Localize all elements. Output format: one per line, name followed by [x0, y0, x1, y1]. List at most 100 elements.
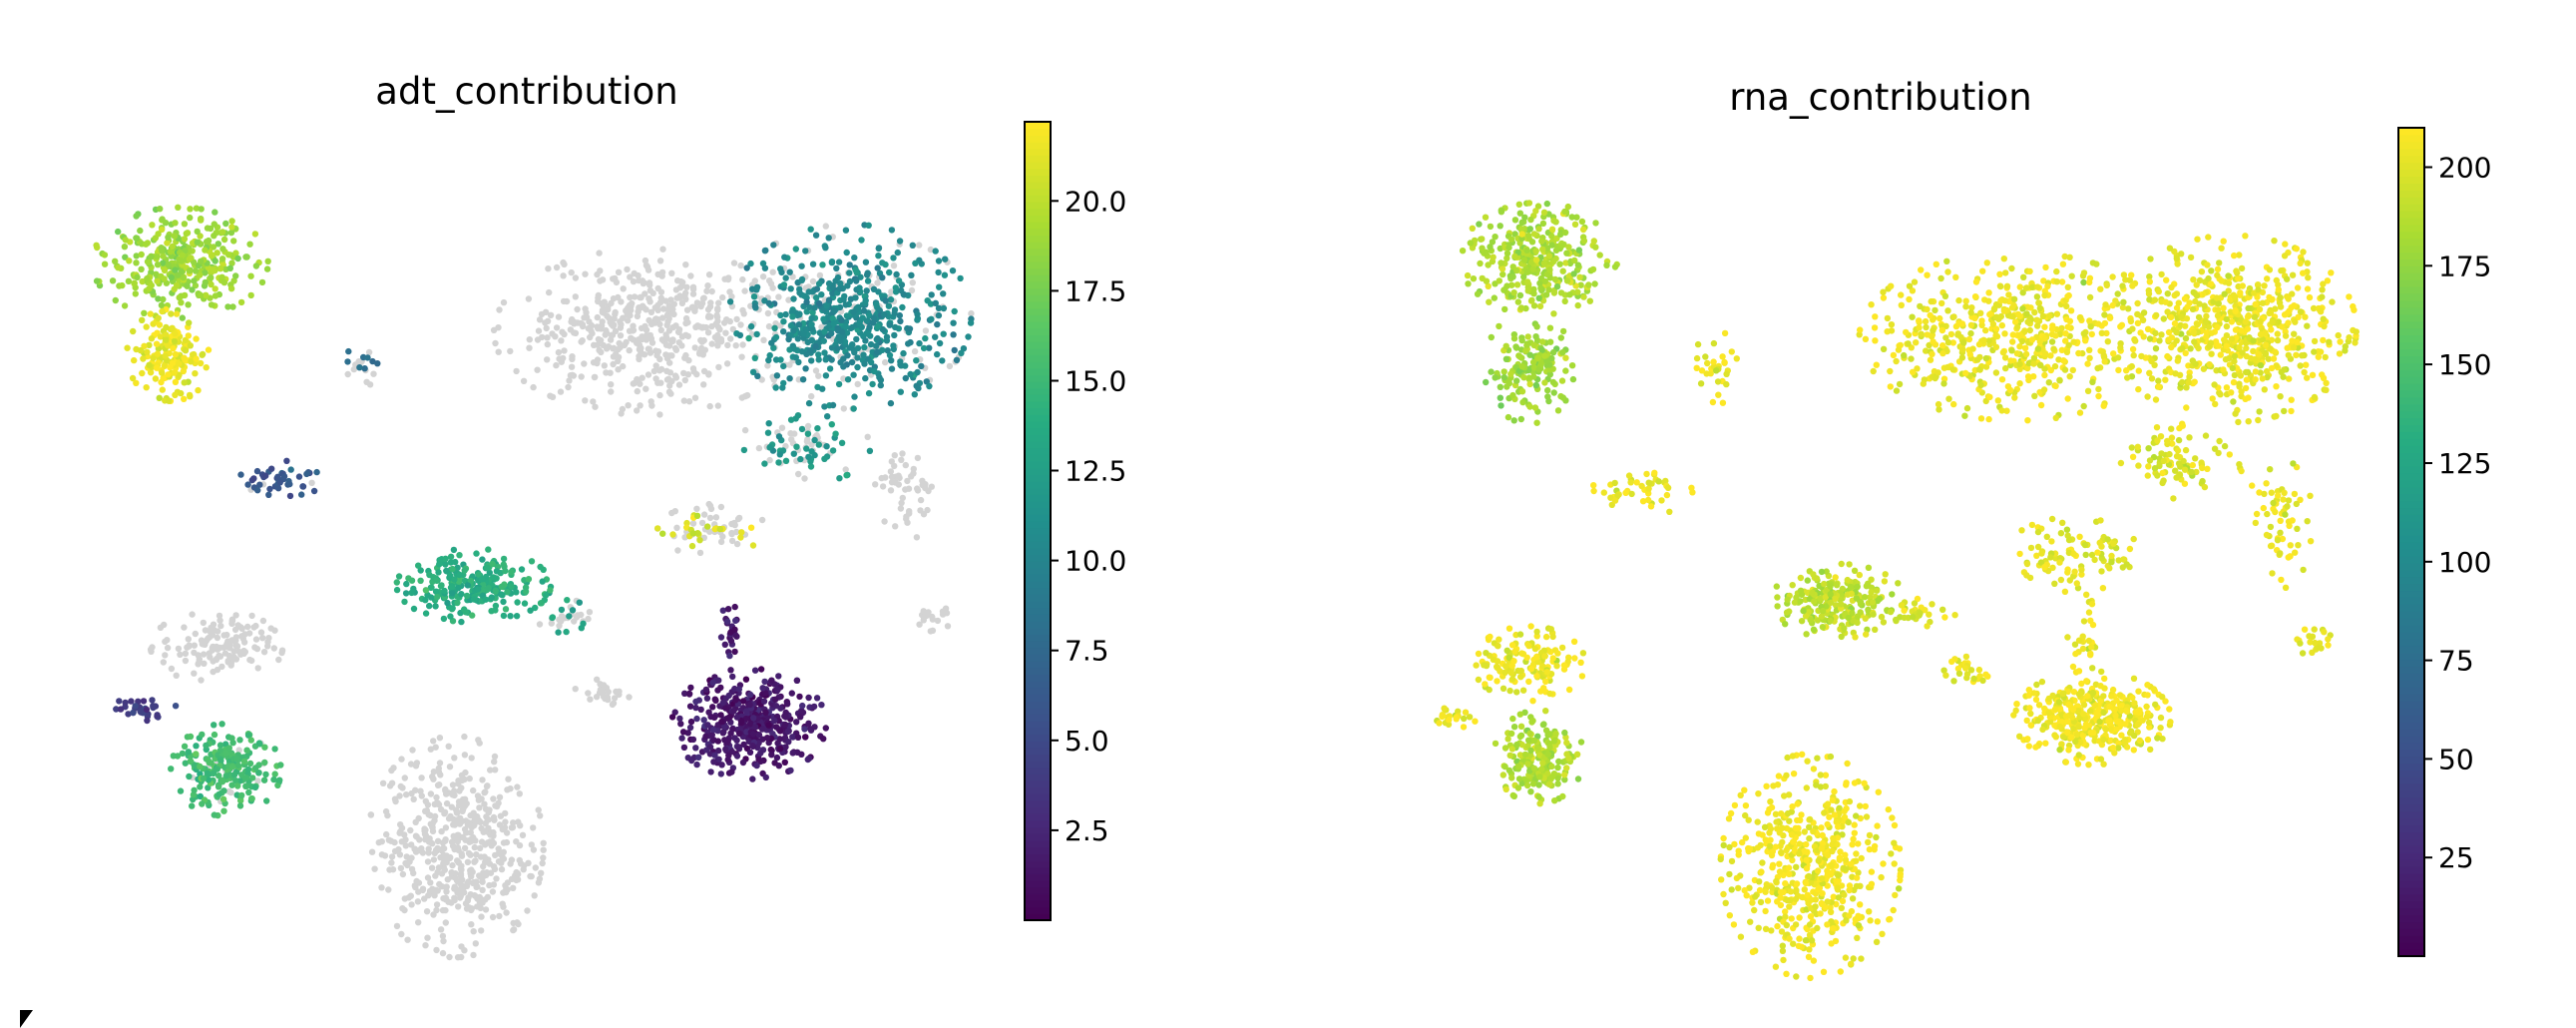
scatter-point — [243, 254, 250, 260]
scatter-point — [657, 326, 664, 333]
scatter-point — [1586, 297, 1594, 304]
scatter-point — [2046, 312, 2053, 319]
scatter-point — [2187, 345, 2194, 352]
scatter-point — [790, 295, 797, 302]
scatter-point — [2109, 273, 2116, 280]
colorbar-segment — [1025, 860, 1051, 868]
scatter-point — [261, 759, 268, 767]
colorbar-segment — [1025, 215, 1051, 223]
scatter-point — [215, 790, 222, 798]
scatter-point — [424, 874, 432, 881]
scatter-point — [656, 411, 663, 418]
scatter-point — [267, 625, 274, 632]
scatter-point — [1496, 277, 1503, 284]
scatter-point — [708, 340, 715, 347]
scatter-point — [2086, 346, 2093, 353]
scatter-point — [710, 714, 718, 721]
scatter-point — [424, 858, 432, 865]
scatter-point — [242, 774, 250, 781]
scatter-point — [514, 919, 521, 926]
scatter-point — [621, 341, 629, 349]
colorbar-segment — [1025, 461, 1051, 469]
scatter-point — [949, 267, 957, 274]
scatter-point — [1580, 293, 1587, 300]
scatter-point — [443, 567, 450, 575]
scatter-point — [403, 853, 410, 860]
scatter-point — [1503, 355, 1510, 362]
scatter-point — [1559, 242, 1566, 249]
scatter-point — [210, 267, 216, 274]
scatter-point — [555, 348, 563, 356]
scatter-point — [2041, 291, 2048, 299]
scatter-point — [505, 775, 512, 782]
colorbar-segment — [1025, 394, 1051, 402]
scatter-point — [399, 870, 407, 878]
scatter-point — [620, 362, 627, 370]
scatter-point — [248, 612, 255, 620]
scatter-point — [159, 386, 166, 393]
scatter-point — [187, 206, 194, 213]
scatter-point — [191, 277, 198, 284]
colorbar-segment — [1025, 307, 1051, 315]
scatter-point — [850, 405, 857, 412]
scatter-point — [398, 838, 405, 845]
scatter-point — [277, 762, 284, 769]
scatter-point — [786, 268, 793, 275]
scatter-point — [932, 333, 939, 340]
scatter-point — [777, 356, 784, 363]
scatter-point — [427, 790, 435, 797]
scatter-point — [879, 483, 887, 490]
scatter-point — [692, 698, 699, 706]
scatter-point — [433, 906, 440, 914]
scatter-point — [495, 348, 502, 355]
scatter-point — [693, 715, 700, 723]
scatter-point — [439, 932, 447, 940]
scatter-point — [259, 635, 266, 642]
scatter-point — [401, 774, 408, 781]
scatter-point — [595, 325, 602, 332]
scatter-point — [1541, 379, 1548, 386]
scatter-point — [1647, 503, 1655, 510]
scatter-point — [1540, 259, 1548, 267]
scatter-point — [1950, 313, 1957, 320]
colorbar-segment — [1025, 541, 1051, 549]
scatter-point — [681, 690, 688, 697]
scatter-point — [1909, 313, 1916, 320]
scatter-point — [1614, 492, 1621, 499]
scatter-point — [244, 732, 252, 739]
colorbar-segment — [1025, 142, 1051, 150]
scatter-point — [2086, 278, 2093, 286]
colorbar-segment — [1025, 561, 1051, 569]
scatter-point — [671, 508, 678, 515]
colorbar-segment — [1025, 294, 1051, 302]
scatter-point — [2129, 282, 2136, 289]
scatter-point — [473, 550, 480, 557]
scatter-point — [796, 693, 803, 701]
scatter-point — [172, 703, 180, 710]
scatter-point — [407, 826, 414, 834]
scatter-point — [447, 553, 455, 560]
scatter-point — [2129, 345, 2137, 353]
scatter-point — [388, 779, 396, 786]
scatter-point — [2035, 299, 2042, 306]
scatter-point — [847, 324, 854, 332]
colorbar-adt: 2.55.07.510.012.515.017.520.0 — [1024, 121, 1126, 921]
scatter-point — [727, 730, 734, 737]
scatter-point — [771, 696, 779, 703]
scatter-point — [1498, 209, 1505, 216]
scatter-point — [692, 704, 699, 712]
scatter-point — [1523, 278, 1531, 285]
scatter-point — [344, 370, 351, 378]
scatter-point — [802, 734, 809, 741]
scatter-point — [2013, 350, 2021, 357]
scatter-point — [727, 335, 734, 342]
scatter-point — [534, 336, 542, 343]
scatter-point — [172, 391, 179, 398]
scatter-point — [168, 766, 175, 772]
scatter-point — [1537, 284, 1544, 291]
scatter-point — [2080, 330, 2087, 337]
colorbar-segment — [1025, 327, 1051, 335]
scatter-point — [639, 374, 645, 381]
colorbar-segment — [1025, 567, 1051, 575]
scatter-point — [863, 317, 871, 324]
